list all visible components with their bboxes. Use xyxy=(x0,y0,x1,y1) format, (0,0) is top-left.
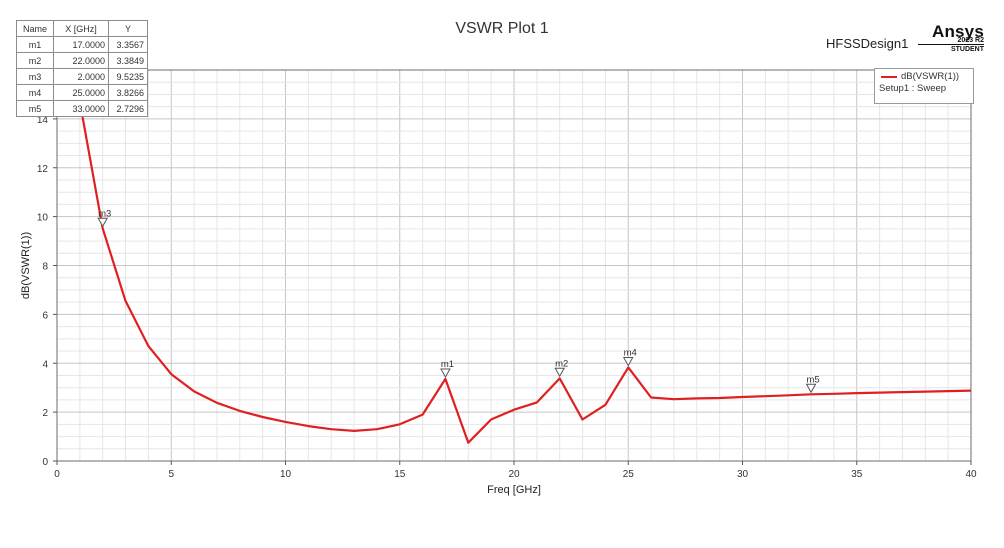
cell-x: 33.0000 xyxy=(53,100,109,117)
table-row[interactable]: m1 17.0000 3.3567 xyxy=(16,36,148,53)
x-tick-label: 35 xyxy=(851,469,863,480)
y-tick-label: 14 xyxy=(37,115,49,126)
brand-rule xyxy=(918,44,984,45)
x-tick-label: 5 xyxy=(168,469,174,480)
y-tick-label: 0 xyxy=(42,457,48,468)
marker-triangle xyxy=(97,217,109,228)
marker-label: m2 xyxy=(555,358,568,369)
y-tick-label: 10 xyxy=(37,213,49,224)
x-tick-label: 25 xyxy=(623,469,635,480)
cell-name: m2 xyxy=(16,52,54,69)
cell-name: m3 xyxy=(16,68,54,85)
cell-y: 3.3849 xyxy=(108,52,148,69)
marker-triangle xyxy=(440,368,451,378)
legend-swatch xyxy=(881,76,897,78)
y-tick-label: 6 xyxy=(42,310,48,321)
x-tick-label: 0 xyxy=(54,469,60,480)
legend-series-label: dB(VSWR(1)) xyxy=(901,71,960,82)
x-tick-label: 30 xyxy=(737,469,749,480)
table-row[interactable]: m3 2.0000 9.5235 xyxy=(16,68,148,85)
brand-version: 2023 R2 xyxy=(957,37,984,44)
cell-y: 2.7296 xyxy=(108,100,148,117)
x-tick-label: 15 xyxy=(394,469,406,480)
cell-name: m4 xyxy=(16,84,54,101)
x-tick-label: 20 xyxy=(508,469,520,480)
grid xyxy=(57,70,971,461)
x-tick-label: 40 xyxy=(965,469,977,480)
marker-triangle xyxy=(805,383,817,394)
marker-label: m5 xyxy=(806,374,819,385)
header-y: Y xyxy=(108,20,148,37)
series-line xyxy=(78,101,971,444)
series-layer xyxy=(78,101,971,444)
legend-setup-label: Setup1 : Sweep xyxy=(879,83,947,94)
x-axis-label: Freq [GHz] xyxy=(487,484,541,496)
y-tick-label: 2 xyxy=(42,408,48,419)
marker-table[interactable]: Name X [GHz] Y m1 17.0000 3.3567 m2 22.0… xyxy=(16,20,148,117)
legend[interactable]: dB(VSWR(1)) Setup1 : Sweep xyxy=(874,68,974,104)
marker-layer: m1 m2 m3 m4 m5 xyxy=(97,208,820,394)
marker-label: m3 xyxy=(98,208,111,219)
table-row[interactable]: m2 22.0000 3.3849 xyxy=(16,52,148,69)
cell-name: m1 xyxy=(16,36,54,53)
cell-x: 22.0000 xyxy=(53,52,109,69)
cell-x: 17.0000 xyxy=(53,36,109,53)
chart-title: VSWR Plot 1 xyxy=(455,20,549,37)
marker-triangle xyxy=(554,367,566,378)
table-row[interactable]: m5 33.0000 2.7296 xyxy=(16,100,148,117)
cell-y: 3.8266 xyxy=(108,84,148,101)
x-tick-label: 10 xyxy=(280,469,292,480)
header-name: Name xyxy=(16,20,54,37)
marker-triangle xyxy=(622,356,634,367)
table-row[interactable]: m4 25.0000 3.8266 xyxy=(16,84,148,101)
y-tick-label: 4 xyxy=(42,359,48,370)
y-tick-label: 8 xyxy=(42,262,48,273)
cell-x: 25.0000 xyxy=(53,84,109,101)
y-tick-label: 12 xyxy=(37,164,49,175)
axes: 0 5 10 15 20 25 30 35 40 0 2 4 6 8 10 12 14 xyxy=(37,115,977,480)
marker-label: m1 xyxy=(441,359,454,370)
marker-label: m4 xyxy=(624,347,637,358)
cell-name: m5 xyxy=(16,100,54,117)
design-name: HFSSDesign1 xyxy=(826,36,909,51)
header-x: X [GHz] xyxy=(53,20,109,37)
brand-logo: Ansys xyxy=(931,22,984,41)
cell-x: 2.0000 xyxy=(53,68,109,85)
cell-y: 3.3567 xyxy=(108,36,148,53)
brand-edition: STUDENT xyxy=(950,46,984,53)
marker-table-header: Name X [GHz] Y xyxy=(16,20,148,37)
y-axis-label: dB(VSWR(1)) xyxy=(20,232,32,299)
cell-y: 9.5235 xyxy=(108,68,148,85)
